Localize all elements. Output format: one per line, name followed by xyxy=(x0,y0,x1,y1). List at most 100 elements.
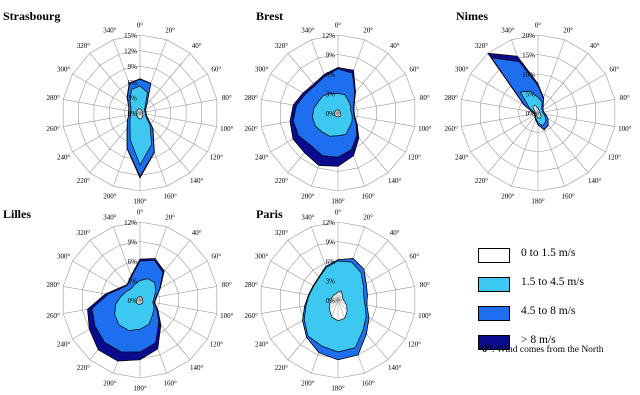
grid-spoke xyxy=(139,99,217,114)
inner-spoke xyxy=(537,112,542,117)
angle-label: 120° xyxy=(210,341,224,349)
angle-label: 20° xyxy=(563,27,573,35)
angle-label: 20° xyxy=(165,214,175,222)
angle-label: 280° xyxy=(245,94,259,102)
angle-label: 0° xyxy=(137,208,144,216)
angle-label: 60° xyxy=(211,252,221,260)
angle-label: 200° xyxy=(301,379,315,387)
radial-tick-label: 0% xyxy=(128,110,138,118)
angle-label: 180° xyxy=(531,198,545,206)
angle-label: 0° xyxy=(137,21,144,29)
legend-swatch xyxy=(478,335,510,350)
radial-tick-label: 3% xyxy=(128,278,138,286)
legend-swatch xyxy=(478,306,510,321)
angle-label: 140° xyxy=(588,177,602,185)
angle-label: 220° xyxy=(77,364,91,372)
inner-spoke xyxy=(329,299,339,306)
wind-rose-lilles: Lilles 0% 3% 6% 9% 12%0° 20° 40° 60° 80° 100° 120° 1… xyxy=(3,207,234,393)
angle-label: 40° xyxy=(192,229,202,237)
angle-label: 300° xyxy=(57,252,71,260)
grid-spoke xyxy=(470,112,539,153)
angle-label: 300° xyxy=(255,65,269,73)
radial-tick-label: 12% xyxy=(124,48,137,56)
inner-spoke xyxy=(139,112,143,118)
radial-tick-label: 9% xyxy=(128,239,138,247)
angle-label: 80° xyxy=(222,94,232,102)
inner-spoke xyxy=(331,299,339,318)
grid-spoke xyxy=(139,73,208,114)
angle-label: 320° xyxy=(275,42,289,50)
angle-label: 40° xyxy=(192,42,202,50)
grid-spoke xyxy=(63,99,141,114)
angle-label: 200° xyxy=(501,192,515,200)
wind-rose-nimes: Nimes 0% 5% 10% 15% 20%0° 20° 40° 60° 80° 100° 120°… xyxy=(445,9,632,206)
angle-label: 340° xyxy=(103,27,117,35)
angle-label: 160° xyxy=(163,379,177,387)
angle-label: 200° xyxy=(103,192,117,200)
inner-spoke xyxy=(136,299,141,304)
grid-spoke xyxy=(511,112,539,187)
angle-label: 320° xyxy=(275,229,289,237)
wind-rose-brest: Brest 0% 3% 6% 9% 12%0° 20° 40° 60° 80° 100° 120° 14… xyxy=(245,9,432,206)
radial-tick-label: 6% xyxy=(326,258,336,266)
grid-spoke xyxy=(537,99,615,114)
legend: 0 to 1.5 m/s 1.5 to 4.5 m/s 4.5 to 8 m/s… xyxy=(478,246,638,362)
chart-title: Brest xyxy=(256,9,283,23)
inner-spoke xyxy=(537,112,541,119)
angle-label: 20° xyxy=(363,214,373,222)
inner-spoke xyxy=(337,298,344,301)
legend-note: 0°: Wind comes from the North xyxy=(482,343,603,355)
angle-label: 280° xyxy=(47,94,61,102)
radial-tick-label: 12% xyxy=(322,32,335,40)
radial-tick-label: 0% xyxy=(326,297,336,305)
inner-spoke xyxy=(337,299,345,319)
angle-label: 300° xyxy=(255,252,269,260)
angle-label: 100° xyxy=(220,312,234,320)
legend-item: > 8 m/s xyxy=(478,333,638,362)
angle-label: 160° xyxy=(361,379,375,387)
angle-label: 240° xyxy=(57,341,71,349)
angle-label: 60° xyxy=(409,252,419,260)
grid-spoke xyxy=(461,112,539,127)
inner-spoke xyxy=(331,298,339,301)
legend-swatch xyxy=(478,277,510,292)
angle-label: 120° xyxy=(608,154,622,162)
chart-title: Nimes xyxy=(456,9,488,23)
angle-label: 20° xyxy=(363,27,373,35)
angle-label: 340° xyxy=(301,214,315,222)
radial-tick-label: 3% xyxy=(326,278,336,286)
inner-spoke xyxy=(337,299,348,312)
angle-label: 300° xyxy=(455,65,469,73)
note-symbol: 0° xyxy=(482,343,492,355)
grid-spoke xyxy=(139,53,191,114)
angle-label: 80° xyxy=(620,94,630,102)
legend-label: 0 to 1.5 m/s xyxy=(521,247,576,259)
angle-label: 40° xyxy=(590,42,600,50)
radial-tick-label: 0% xyxy=(526,110,536,118)
angle-label: 140° xyxy=(190,364,204,372)
legend-label: 4.5 to 8 m/s xyxy=(521,305,576,317)
inner-spoke xyxy=(337,290,342,301)
radial-tick-label: 3% xyxy=(128,94,138,102)
angle-label: 200° xyxy=(103,379,117,387)
inner-spoke xyxy=(532,106,539,114)
angle-label: 260° xyxy=(47,312,61,320)
angle-label: 180° xyxy=(331,198,345,206)
inner-spoke xyxy=(138,296,141,301)
angle-label: 180° xyxy=(133,385,147,393)
inner-spoke xyxy=(336,109,339,114)
angle-label: 240° xyxy=(255,341,269,349)
inner-spoke xyxy=(135,299,141,303)
angle-label: 40° xyxy=(390,42,400,50)
series-1-5-to-4-5-m-s xyxy=(114,278,157,331)
angle-label: 100° xyxy=(220,125,234,133)
angle-label: 80° xyxy=(222,281,232,289)
inner-spoke xyxy=(137,112,141,118)
angle-label: 340° xyxy=(301,27,315,35)
angle-label: 220° xyxy=(275,177,289,185)
angle-label: 120° xyxy=(210,154,224,162)
angle-label: 60° xyxy=(409,65,419,73)
angle-label: 100° xyxy=(418,312,432,320)
angle-label: 220° xyxy=(275,364,289,372)
